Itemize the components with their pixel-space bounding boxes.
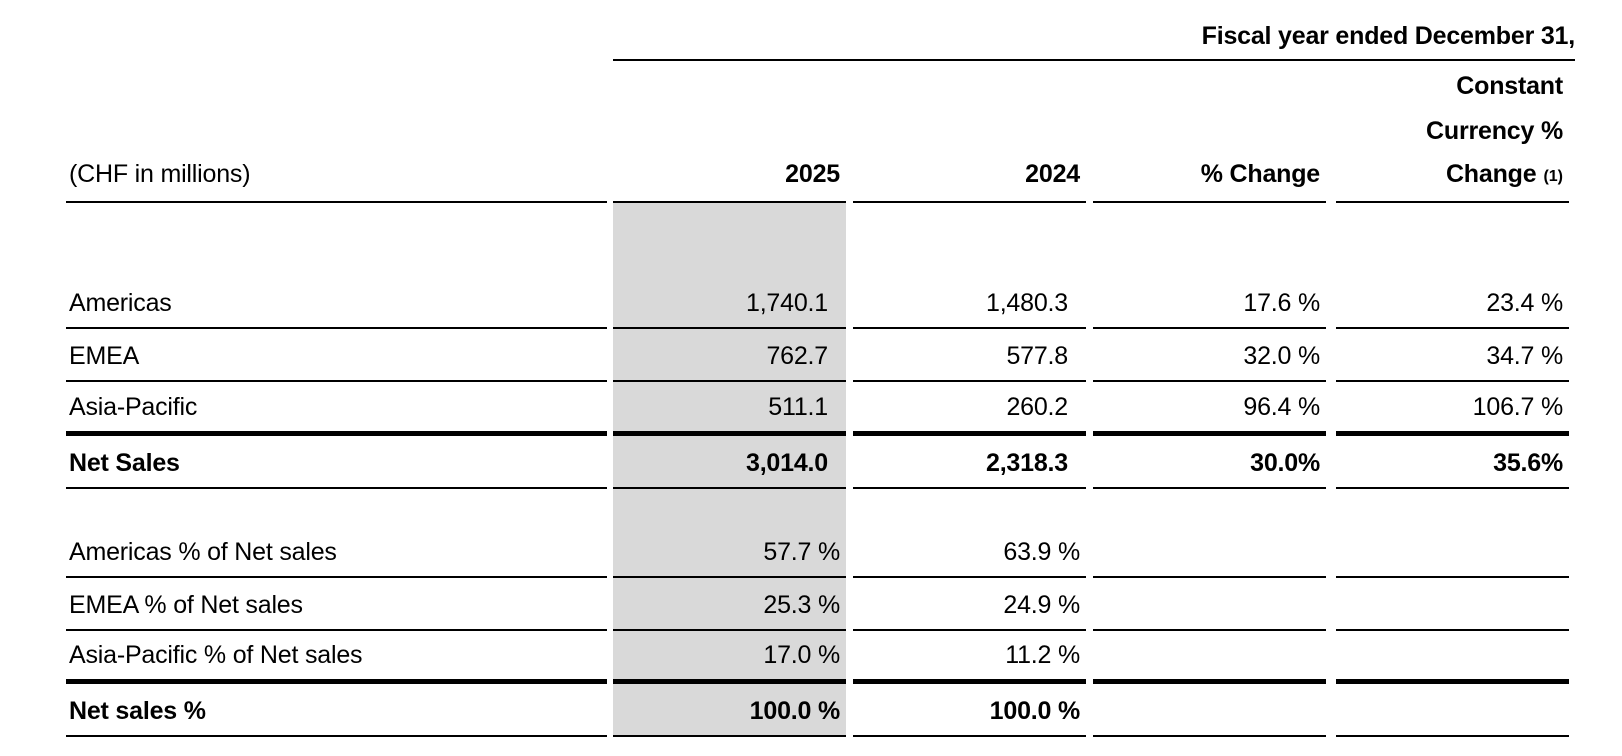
value-cc-change xyxy=(1336,631,1569,684)
row-label: Americas % of Net sales xyxy=(66,525,607,578)
cc-change-header-text: Change xyxy=(1445,160,1537,188)
column-header-pct-change: % Change xyxy=(1093,151,1326,203)
table-row-asia-pacific: Asia-Pacific 511.1 260.2 96.4 % 106.7 % xyxy=(66,382,1575,436)
value-cc-change: 34.7 % xyxy=(1336,329,1569,382)
value-cc-change xyxy=(1336,684,1569,737)
unit-label: (CHF in millions) xyxy=(66,151,607,203)
value-2024: 260.2 xyxy=(853,382,1086,436)
value-2025: 511.1 xyxy=(613,382,846,436)
row-label: Net sales % xyxy=(66,684,607,737)
table-row-net-sales-total: Net Sales 3,014.0 2,318.3 30.0% 35.6% xyxy=(66,436,1575,489)
table-row-net-sales-pct-total: Net sales % 100.0 % 100.0 % xyxy=(66,684,1575,737)
table-title-row: Fiscal year ended December 31, xyxy=(66,0,1575,61)
value-cc-change: 106.7 % xyxy=(1336,382,1569,436)
value-2025: 100.0 % xyxy=(613,684,846,737)
net-sales-by-region-table: Fiscal year ended December 31, Constant … xyxy=(66,0,1575,737)
value-2024: 63.9 % xyxy=(853,525,1086,578)
row-label: EMEA % of Net sales xyxy=(66,578,607,631)
table-row-americas: Americas 1,740.1 1,480.3 17.6 % 23.4 % xyxy=(66,276,1575,329)
value-cc-change: 35.6% xyxy=(1336,436,1569,489)
value-2025: 3,014.0 xyxy=(613,436,846,489)
value-2025: 57.7 % xyxy=(613,525,846,578)
table-title: Fiscal year ended December 31, xyxy=(613,0,1575,61)
spacer-row-top xyxy=(66,203,1575,276)
row-label: EMEA xyxy=(66,329,607,382)
value-2024: 100.0 % xyxy=(853,684,1086,737)
value-pct-change: 96.4 % xyxy=(1093,382,1326,436)
value-pct-change xyxy=(1093,578,1326,631)
table-row-emea-pct: EMEA % of Net sales 25.3 % 24.9 % xyxy=(66,578,1575,631)
column-header-2025: 2025 xyxy=(613,151,846,203)
title-row-empty-label-cell xyxy=(66,0,607,61)
value-2024: 577.8 xyxy=(853,329,1086,382)
column-header-2024: 2024 xyxy=(853,151,1086,203)
row-label: Americas xyxy=(66,276,607,329)
value-2024: 1,480.3 xyxy=(853,276,1086,329)
value-2025: 17.0 % xyxy=(613,631,846,684)
value-pct-change: 17.6 % xyxy=(1093,276,1326,329)
row-label: Asia-Pacific xyxy=(66,382,607,436)
shaded-spacer-cell xyxy=(613,203,846,276)
value-2024: 2,318.3 xyxy=(853,436,1086,489)
column-header-cc-change: Change (1) xyxy=(1336,151,1569,203)
value-2024: 24.9 % xyxy=(853,578,1086,631)
table-row-asia-pacific-pct: Asia-Pacific % of Net sales 17.0 % 11.2 … xyxy=(66,631,1575,684)
value-pct-change: 32.0 % xyxy=(1093,329,1326,382)
value-cc-change xyxy=(1336,525,1569,578)
value-pct-change xyxy=(1093,525,1326,578)
column-headers-row: (CHF in millions) 2025 2024 % Change Cha… xyxy=(66,151,1575,203)
constant-currency-header-line2: Currency % xyxy=(1426,117,1563,145)
value-cc-change xyxy=(1336,578,1569,631)
value-2025: 1,740.1 xyxy=(613,276,846,329)
value-2025: 25.3 % xyxy=(613,578,846,631)
table-row-emea: EMEA 762.7 577.8 32.0 % 34.7 % xyxy=(66,329,1575,382)
header-currency-row: Currency % xyxy=(66,106,1575,151)
header-constant-row: Constant xyxy=(66,61,1575,106)
spacer-row-middle xyxy=(66,489,1575,525)
table-row-americas-pct: Americas % of Net sales 57.7 % 63.9 % xyxy=(66,525,1575,578)
value-pct-change: 30.0% xyxy=(1093,436,1326,489)
row-label: Net Sales xyxy=(66,436,607,489)
constant-currency-header-line1: Constant xyxy=(1456,72,1563,100)
shaded-spacer-cell xyxy=(613,489,846,525)
row-label: Asia-Pacific % of Net sales xyxy=(66,631,607,684)
value-2025: 762.7 xyxy=(613,329,846,382)
value-cc-change: 23.4 % xyxy=(1336,276,1569,329)
value-pct-change xyxy=(1093,684,1326,737)
value-2024: 11.2 % xyxy=(853,631,1086,684)
cc-change-footnote-marker: (1) xyxy=(1543,168,1563,185)
value-pct-change xyxy=(1093,631,1326,684)
